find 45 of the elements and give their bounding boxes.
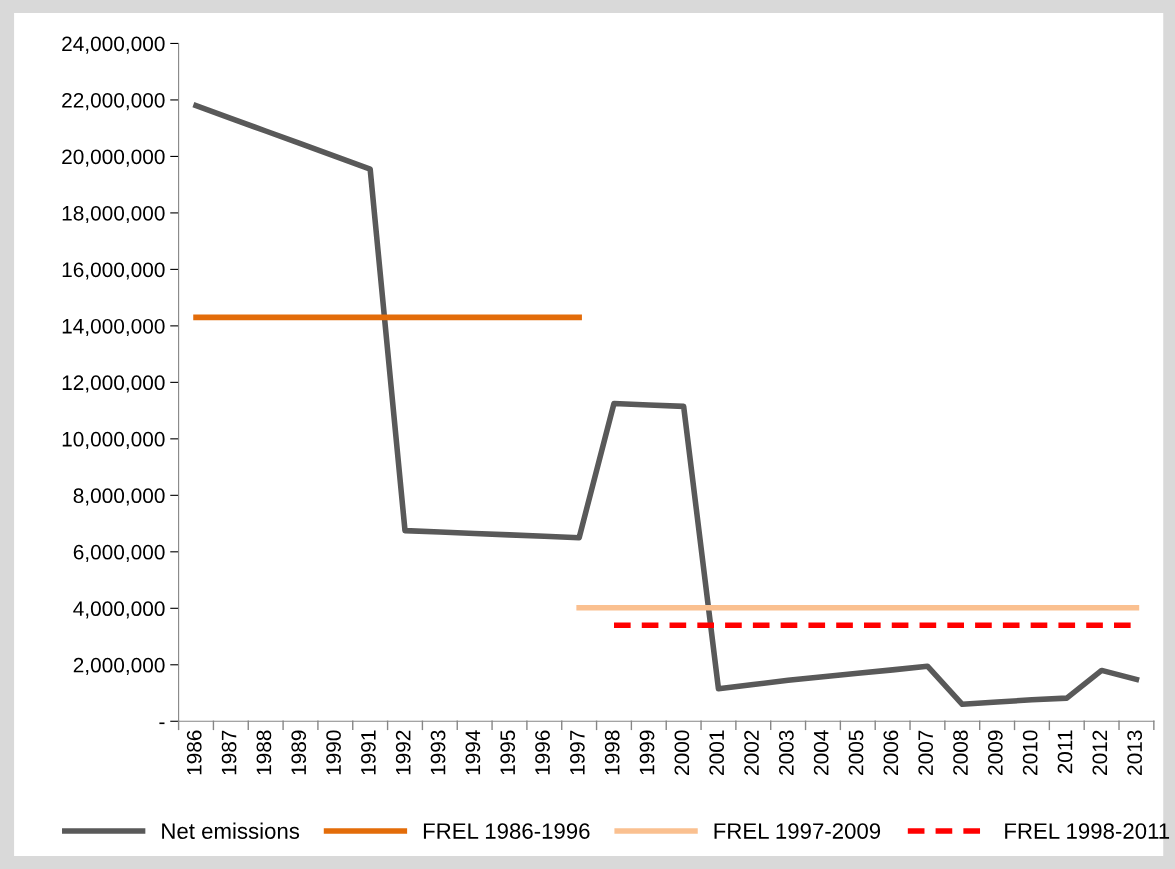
x-tick-label: 1999 [639,730,655,775]
legend-label: Net emissions [162,822,300,839]
y-tick-label: 20,000,000 [62,149,165,167]
y-tick-label: 10,000,000 [62,431,165,450]
x-tick-label: 1995 [500,730,516,775]
x-tick-label: 1986 [186,730,202,775]
x-tick-label: 2013 [1127,730,1143,775]
x-tick-label: 1993 [430,730,446,775]
y-tick-label: 6,000,000 [73,544,165,563]
y-tick-label: 24,000,000 [62,36,165,54]
x-tick-label: 1988 [256,730,272,775]
x-tick-label: 2002 [744,730,759,775]
y-tick-label: 12,000,000 [62,375,165,393]
x-tick-label: 1996 [535,730,550,775]
y-tick-label: 4,000,000 [73,601,165,619]
y-tick-label: 14,000,000 [62,318,165,337]
y-tick-label: 16,000,000 [62,262,165,280]
x-tick-label: 1992 [395,730,411,775]
x-tick-label: 2004 [813,730,829,775]
x-tick-label: 2003 [778,730,794,775]
x-tick-label: 1991 [361,730,376,775]
x-tick-label: 2011 [1057,730,1073,774]
x-tick-label: 1990 [326,730,341,775]
y-tick-label: 8,000,000 [73,488,165,506]
legend-label: FREL 1986-1996 [423,823,590,839]
x-tick-label: 2007 [918,730,934,775]
x-tick-label: 1998 [604,730,620,775]
y-tick-label: 18,000,000 [62,205,165,224]
x-tick-label: 2006 [883,730,899,775]
legend-label: FREL 1997-2009 [714,823,881,839]
x-tick-label: 1989 [291,730,307,775]
x-tick-label: 2012 [1092,730,1108,775]
y-tick-label: 2,000,000 [73,657,165,675]
x-tick-label: 2010 [1022,730,1038,775]
x-tick-label: 1994 [465,730,481,775]
y-tick-label: 22,000,000 [62,92,165,111]
x-tick-label: 2009 [987,730,1003,775]
x-tick-label: 1997 [569,730,585,775]
x-tick-label: 2001 [709,730,725,775]
y-tick-label: - [159,722,165,725]
x-tick-label: 2000 [674,730,690,775]
legend-label: FREL 1998-2011 [1005,823,1170,839]
x-tick-label: 2008 [953,730,968,775]
x-tick-label: 2005 [848,730,864,775]
x-tick-label: 1987 [221,730,237,775]
